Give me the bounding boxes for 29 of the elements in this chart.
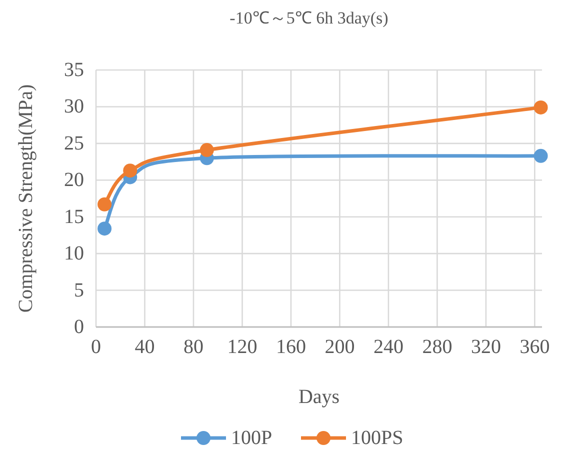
x-tick-label: 80 [183, 336, 204, 358]
legend-label: 100PS [351, 427, 404, 449]
legend-label: 100P [231, 427, 272, 449]
y-tick-label: 10 [64, 242, 84, 265]
y-tick-label: 15 [64, 206, 84, 228]
y-tick-label: 5 [74, 279, 84, 302]
point [534, 148, 548, 163]
x-tick-label: 160 [276, 336, 306, 358]
y-tick-label: 25 [64, 132, 84, 154]
x-tick-label: 280 [422, 336, 452, 358]
point [123, 164, 138, 178]
x-tick-label: 0 [91, 336, 101, 358]
point [200, 143, 214, 158]
y-tick-label: 30 [64, 96, 84, 118]
y-tick-label: 35 [64, 59, 84, 81]
x-tick-label: 360 [520, 336, 550, 358]
x-tick-label: 120 [227, 336, 258, 358]
x-tick-label: 240 [373, 336, 404, 358]
chart-title: -10℃～5℃ 6h 3day(s) [230, 8, 388, 28]
point [534, 100, 548, 114]
point [98, 222, 112, 236]
point [98, 197, 112, 212]
y-axis-title: Compressive Strength(MPa) [15, 84, 37, 313]
x-axis-title: Days [298, 386, 340, 408]
y-tick-label: 0 [74, 316, 84, 338]
x-tick-label: 320 [470, 336, 501, 358]
x-tick-label: 200 [324, 336, 355, 358]
y-tick-label: 20 [64, 169, 84, 192]
x-tick-label: 40 [134, 336, 155, 358]
